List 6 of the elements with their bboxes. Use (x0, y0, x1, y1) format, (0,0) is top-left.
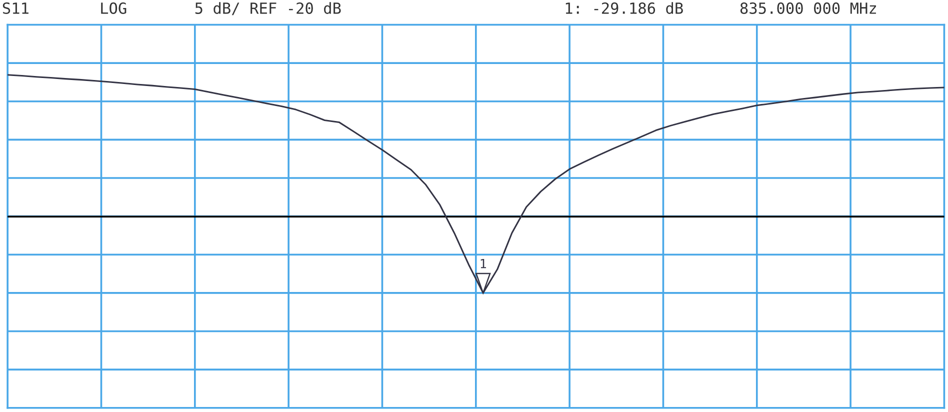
text: 1: -29.186 dB (566, 2, 683, 14)
text: LOG (101, 2, 126, 14)
text: 835.000 000 MHz (740, 2, 876, 14)
text: 5 dB/ REF -20 dB (195, 2, 341, 16)
text: S11 (2, 2, 28, 14)
annotation: 1 (480, 259, 486, 268)
